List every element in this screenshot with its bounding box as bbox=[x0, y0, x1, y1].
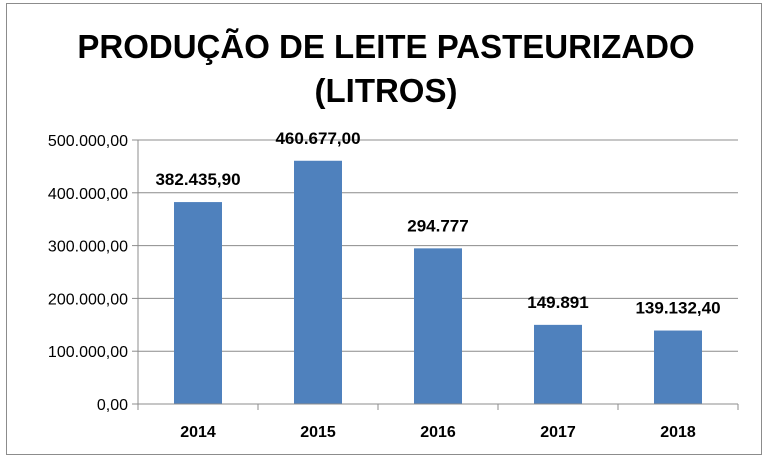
data-label-2018: 139.132,40 bbox=[635, 299, 720, 318]
y-tick-label: 400.000,00 bbox=[48, 186, 128, 203]
y-tick-label: 200.000,00 bbox=[48, 291, 128, 308]
bar-2016 bbox=[414, 248, 462, 404]
x-tick-label-2017: 2017 bbox=[540, 424, 576, 441]
y-tick-label: 300.000,00 bbox=[48, 239, 128, 256]
data-label-2016: 294.777 bbox=[407, 216, 468, 235]
bar-2017 bbox=[534, 324, 582, 404]
y-tick-label: 500.000,00 bbox=[48, 133, 128, 150]
data-label-2015: 460.677,00 bbox=[275, 129, 360, 148]
x-tick-label-2016: 2016 bbox=[420, 424, 456, 441]
y-tick-label: 0,00 bbox=[97, 397, 128, 414]
y-tick-label: 100.000,00 bbox=[48, 344, 128, 361]
chart-title-line-1: PRODUÇÃO DE LEITE PASTEURIZADO bbox=[77, 28, 694, 65]
x-tick-label-2018: 2018 bbox=[660, 424, 696, 441]
x-tick-label-2014: 2014 bbox=[180, 424, 216, 441]
chart-title-line-2: (LITROS) bbox=[315, 72, 458, 109]
data-label-2017: 149.891 bbox=[527, 293, 588, 312]
bar-2014 bbox=[174, 202, 222, 404]
data-label-2014: 382.435,90 bbox=[155, 170, 240, 189]
bar-2015 bbox=[294, 160, 342, 404]
x-tick-label-2015: 2015 bbox=[300, 424, 336, 441]
bar-2018 bbox=[654, 330, 702, 404]
chart-frame bbox=[6, 3, 762, 455]
